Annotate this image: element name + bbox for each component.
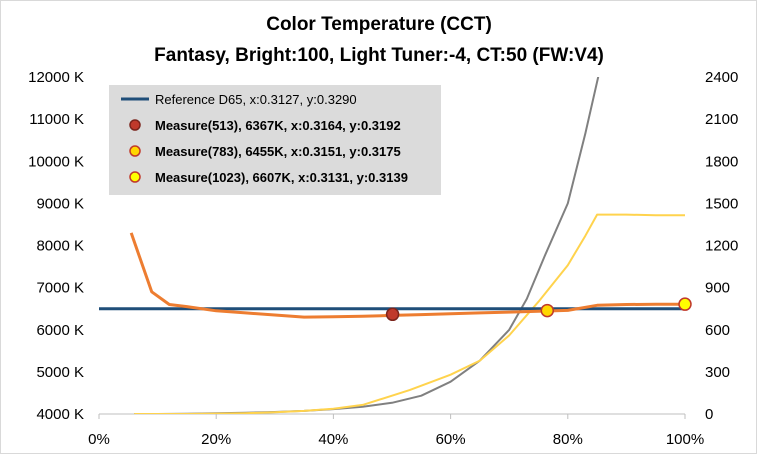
chart-title: Color Temperature (CCT): [266, 14, 492, 35]
yellow-brightness-line: [134, 213, 685, 414]
legend-marker-swatch: [129, 171, 141, 183]
y-left-tick-label: 6000 K: [36, 322, 84, 339]
measure-783-marker: [540, 303, 555, 318]
x-tick-label: 20%: [201, 431, 231, 448]
y-left-tick-label: 9000 K: [36, 195, 84, 212]
y-right-tick-label: 2100: [705, 111, 738, 128]
y-left-tick-label: 4000 K: [36, 406, 84, 423]
y-left-tick-label: 12000 K: [28, 69, 84, 86]
cct-line: [129, 232, 685, 319]
y-left-tick-label: 7000 K: [36, 280, 84, 297]
y-right-tick-label: 1800: [705, 153, 738, 170]
y-right-tick-label: 1200: [705, 238, 738, 255]
x-tick-label: 0%: [88, 431, 110, 448]
legend-entry-label: Measure(783), 6455K, x:0.3151, y:0.3175: [155, 144, 401, 159]
y-right-tick-label: 2400: [705, 69, 738, 86]
y-right-tick-label: 0: [705, 406, 713, 423]
x-tick-label: 80%: [553, 431, 583, 448]
measure-513-marker: [385, 307, 400, 322]
y-right-tick-label: 600: [705, 322, 730, 339]
y-left-tick-label: 10000 K: [28, 153, 84, 170]
legend-entry-label: Reference D65, x:0.3127, y:0.3290: [155, 92, 357, 107]
legend-marker-swatch: [129, 145, 141, 157]
y-right-tick-label: 300: [705, 364, 730, 381]
legend-entry-label: Measure(513), 6367K, x:0.3164, y:0.3192: [155, 118, 401, 133]
y-left-tick-label: 5000 K: [36, 364, 84, 381]
legend-entry-label: Measure(1023), 6607K, x:0.3131, y:0.3139: [155, 170, 408, 185]
x-tick-label: 40%: [318, 431, 348, 448]
measure-1023-marker: [678, 297, 692, 311]
y-left-tick-label: 11000 K: [29, 111, 84, 128]
y-right-tick-label: 1500: [705, 195, 738, 212]
x-tick-label: 60%: [436, 431, 466, 448]
legend-box: [109, 85, 441, 195]
x-tick-label: 100%: [666, 431, 704, 448]
legend-marker-swatch: [129, 119, 141, 131]
y-right-tick-label: 900: [705, 280, 730, 297]
chart-subtitle: Fantasy, Bright:100, Light Tuner:-4, CT:…: [154, 45, 604, 66]
y-left-tick-label: 8000 K: [36, 238, 84, 255]
